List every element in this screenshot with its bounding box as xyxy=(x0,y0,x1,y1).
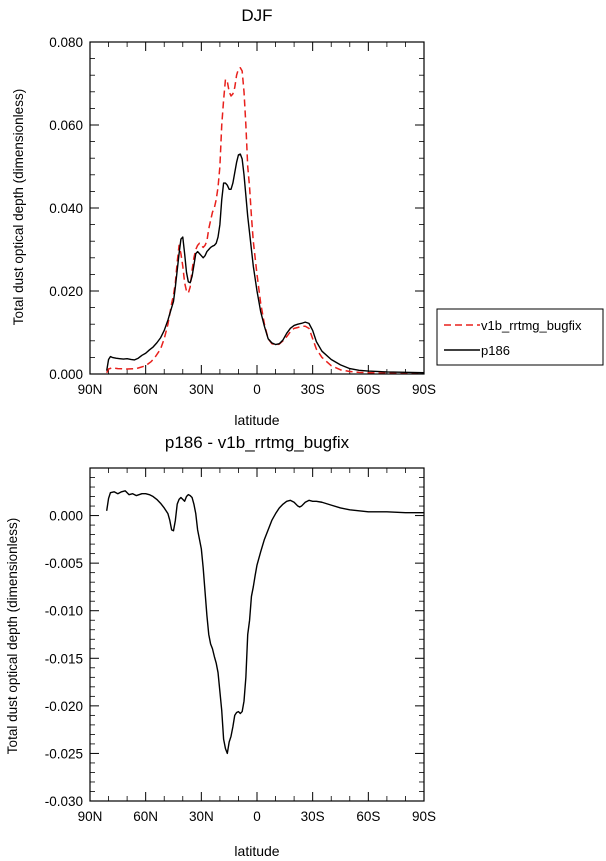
y-tick-label-top-3: 0.060 xyxy=(49,118,83,133)
y-tick-label-top-0: 0.000 xyxy=(49,367,83,382)
y-tick-label-bottom-5: -0.025 xyxy=(45,746,83,761)
x-axis-label-bottom: latitude xyxy=(234,843,279,859)
plot-frame-top xyxy=(89,41,425,375)
x-tick-label-top-5: 60S xyxy=(356,382,380,397)
x-tick-label-bottom-1: 60N xyxy=(133,809,158,824)
series-lines-bottom xyxy=(106,490,424,755)
x-tick-label-top-4: 30S xyxy=(301,382,325,397)
panel-djf: DJF latitude Total dust optical depth (d… xyxy=(11,6,436,428)
x-tick-label-bottom-3: 0 xyxy=(253,809,261,824)
x-tick-label-bottom-5: 60S xyxy=(356,809,380,824)
axis-ticks-top: 90N 60N 30N 0 30S 60S 90S 0.000 0.020 0.040 0.060 0… xyxy=(49,35,436,397)
x-tick-label-bottom-6: 90S xyxy=(412,809,436,824)
chart-title-difference: p186 - v1b_rrtmg_bugfix xyxy=(165,433,350,452)
x-tick-label-bottom-2: 30N xyxy=(189,809,214,824)
legend-box xyxy=(436,308,604,366)
x-tick-label-bottom-4: 30S xyxy=(301,809,325,824)
x-tick-label-top-1: 60N xyxy=(133,382,158,397)
y-tick-label-bottom-0: 0.000 xyxy=(49,509,83,524)
x-tick-label-top-2: 30N xyxy=(189,382,214,397)
y-tick-label-bottom-6: -0.030 xyxy=(45,794,83,809)
series-lines-top xyxy=(106,66,425,375)
legend: v1b_rrtmg_bugfix p186 xyxy=(436,308,604,366)
y-tick-label-bottom-1: -0.005 xyxy=(45,556,83,571)
x-tick-label-bottom-0: 90N xyxy=(78,809,103,824)
axis-ticks-bottom: 90N 60N 30N 0 30S 60S 90S 0.000 -0.005 -0.010 -0.0… xyxy=(45,468,436,824)
y-tick-label-top-1: 0.020 xyxy=(49,284,83,299)
series-line-top-1 xyxy=(106,153,425,374)
y-axis-label-top: Total dust optical depth (dimensionless) xyxy=(11,89,26,325)
y-tick-label-bottom-4: -0.020 xyxy=(45,699,83,714)
x-tick-label-top-0: 90N xyxy=(78,382,103,397)
y-tick-label-bottom-2: -0.010 xyxy=(45,604,83,619)
y-tick-label-top-2: 0.040 xyxy=(49,201,83,216)
plot-frame-bottom xyxy=(89,467,425,802)
y-tick-label-top-4: 0.080 xyxy=(49,35,83,50)
x-tick-label-top-6: 90S xyxy=(412,382,436,397)
legend-entry-p186: p186 xyxy=(481,343,510,358)
chart-title-djf: DJF xyxy=(241,6,272,25)
y-tick-label-bottom-3: -0.015 xyxy=(45,651,83,666)
x-tick-label-top-3: 0 xyxy=(253,382,261,397)
legend-entry-v1b: v1b_rrtmg_bugfix xyxy=(481,318,582,333)
series-line-bottom-0 xyxy=(106,490,424,755)
y-axis-label-bottom: Total dust optical depth (dimensionless) xyxy=(5,518,20,754)
panel-difference: p186 - v1b_rrtmg_bugfix latitude Total d… xyxy=(5,433,436,859)
x-axis-label-top: latitude xyxy=(234,412,279,428)
series-line-top-0 xyxy=(106,66,424,375)
